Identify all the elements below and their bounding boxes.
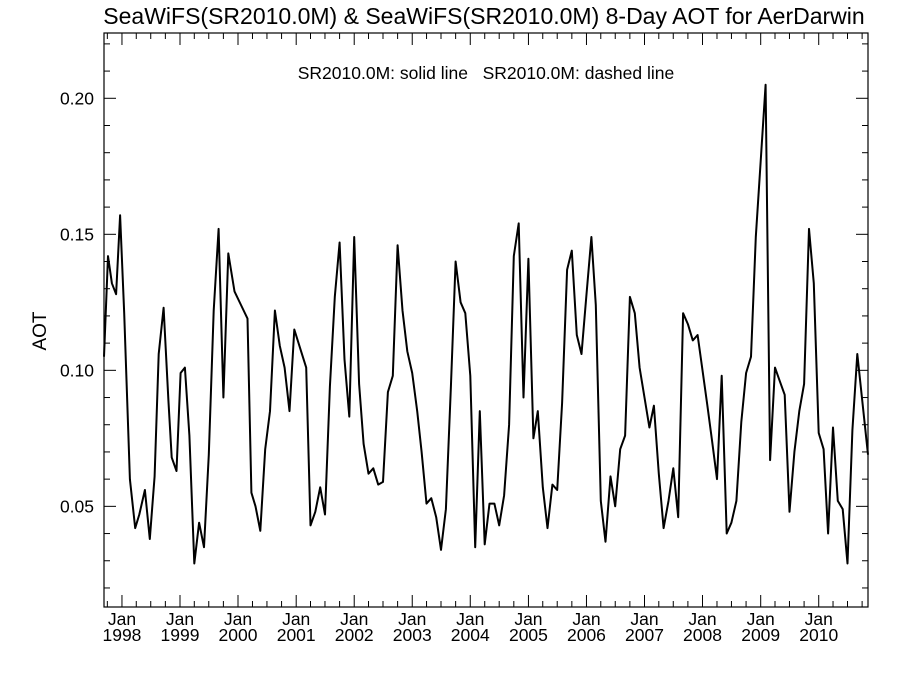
line-style-annotation: SR2010.0M: solid line SR2010.0M: dashed … [298,63,674,83]
y-axis: 0.05 0.10 0.15 0.20 [60,43,868,589]
chart-title: SeaWiFS(SR2010.0M) & SeaWiFS(SR2010.0M) … [103,3,864,29]
x-tick-year-label: 2004 [451,625,490,645]
y-tick-label: 0.20 [60,88,94,108]
x-tick-year-label: 2003 [393,625,432,645]
x-tick-year-label: 2008 [683,625,722,645]
x-tick-year-label: 2005 [509,625,548,645]
x-tick-year-label: 2006 [567,625,606,645]
x-tick-month-label: Jan [166,609,194,629]
x-tick-year-label: 2007 [625,625,664,645]
x-tick-year-label: 1999 [161,625,200,645]
x-tick-year-label: 2002 [335,625,374,645]
x-tick-month-label: Jan [398,609,426,629]
x-tick-year-label: 1998 [102,625,141,645]
x-tick-year-label: 2001 [277,625,316,645]
x-tick-month-label: Jan [630,609,658,629]
x-tick-year-label: 2009 [741,625,780,645]
x-tick-month-label: Jan [224,609,252,629]
x-tick-month-label: Jan [514,609,542,629]
y-tick-label: 0.05 [60,496,94,516]
x-tick-year-label: 2000 [219,625,258,645]
series-group [103,83,869,565]
x-tick-month-label: Jan [340,609,368,629]
y-tick-label: 0.15 [60,224,94,244]
y-tick-label: 0.10 [60,360,94,380]
x-tick-month-label: Jan [805,609,833,629]
x-tick-month-label: Jan [108,609,136,629]
plot-frame [103,32,869,608]
aot-series-line [103,83,869,565]
y-axis-label: AOT [30,311,51,350]
x-axis: Jan1998Jan1999Jan2000Jan2001Jan2002Jan20… [102,33,863,645]
x-tick-year-label: 2010 [799,625,838,645]
x-tick-month-label: Jan [688,609,716,629]
x-tick-month-label: Jan [572,609,600,629]
x-tick-month-label: Jan [456,609,484,629]
x-tick-month-label: Jan [747,609,775,629]
x-tick-month-label: Jan [282,609,310,629]
